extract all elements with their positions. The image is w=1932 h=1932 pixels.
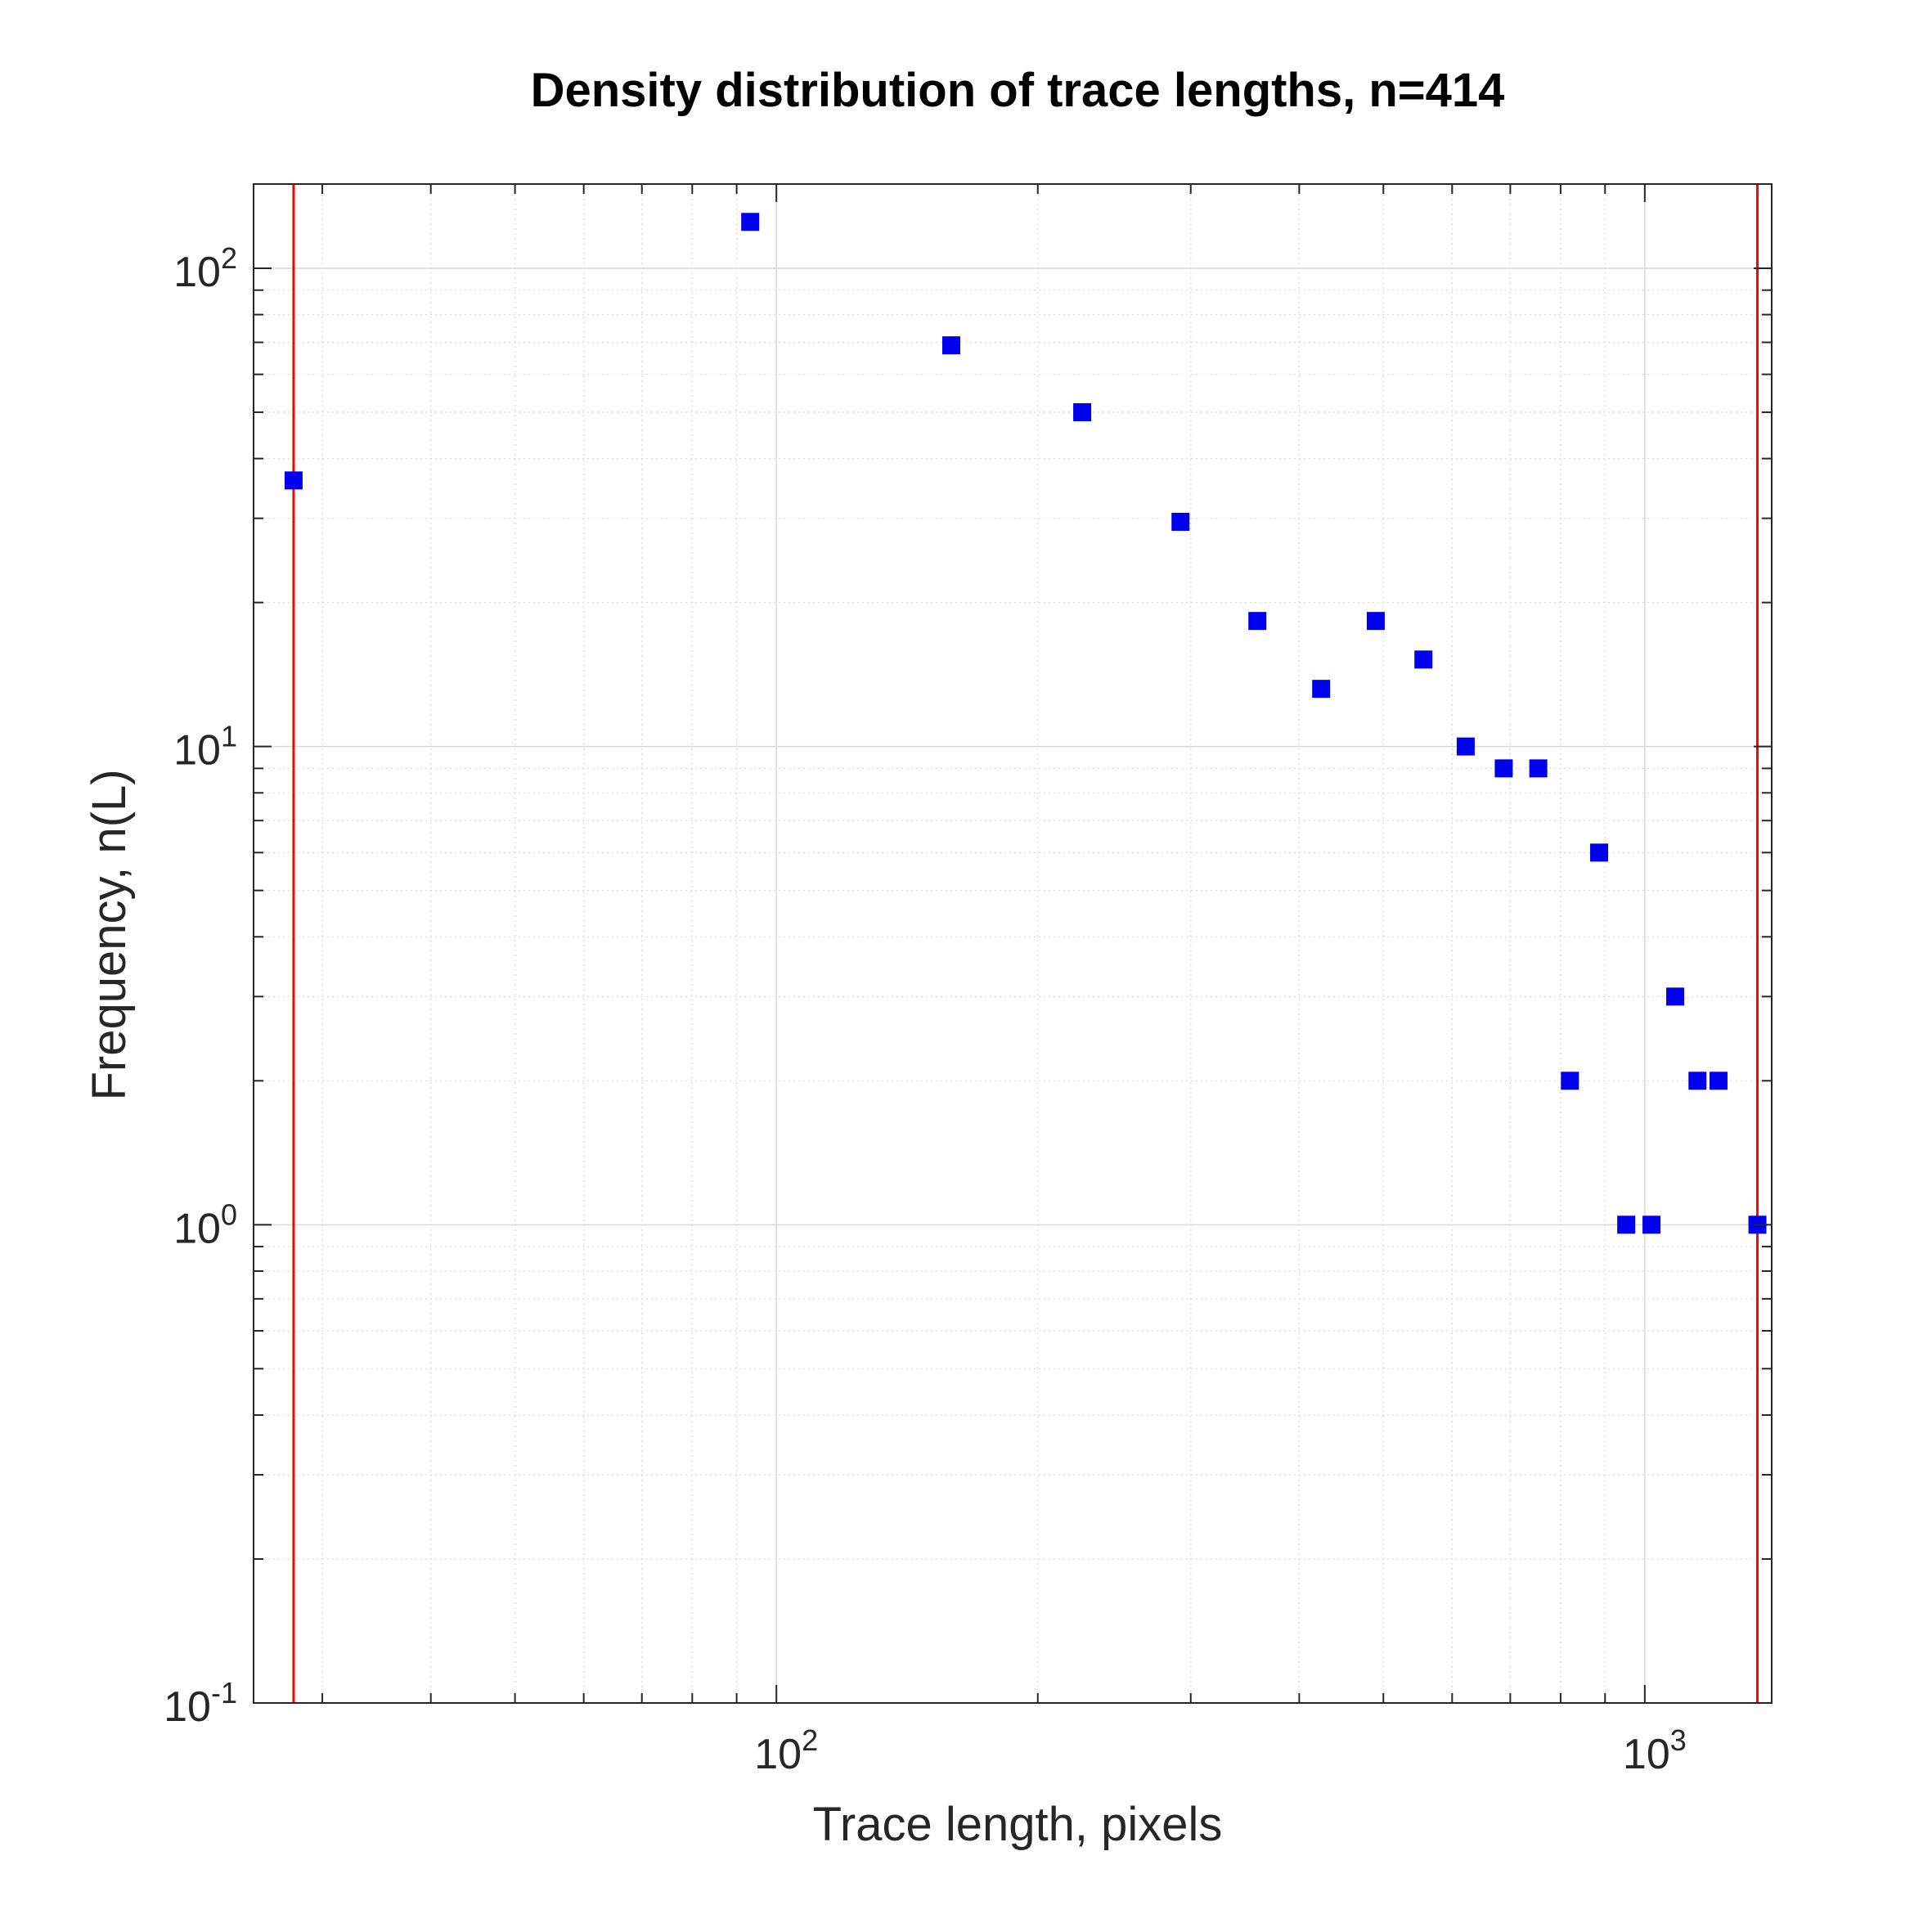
- data-point: [1561, 1072, 1579, 1090]
- x-axis-label: Trace length, pixels: [813, 1798, 1223, 1851]
- threshold-lines: [292, 184, 1759, 1703]
- data-point: [942, 336, 961, 355]
- data-point: [284, 471, 303, 490]
- data-point: [1617, 1215, 1636, 1234]
- data-point: [1171, 512, 1190, 531]
- data-point: [1494, 759, 1513, 778]
- y-axis-label: Frequency, n(L): [83, 769, 136, 1100]
- axis-ticks: [254, 184, 1772, 1704]
- data-point: [1366, 612, 1385, 631]
- plot-background: [254, 184, 1772, 1703]
- data-point: [1590, 843, 1609, 862]
- data-point: [1248, 612, 1267, 631]
- y-tick-label: 102: [173, 241, 237, 296]
- plot-frame: [253, 183, 1772, 1704]
- tick-labels: 102 103 10-1 100 101 102: [164, 241, 1687, 1778]
- data-point: [1529, 759, 1548, 778]
- data-point: [1688, 1072, 1707, 1090]
- data-point: [1666, 987, 1685, 1006]
- data-series: [284, 213, 1767, 1234]
- data-point: [1710, 1072, 1728, 1090]
- x-tick-label: 102: [754, 1723, 818, 1778]
- data-point: [1456, 737, 1475, 756]
- y-tick-label: 100: [173, 1197, 237, 1252]
- y-tick-label: 10-1: [164, 1676, 237, 1731]
- x-tick-label: 103: [1623, 1723, 1687, 1778]
- data-point: [1312, 680, 1331, 699]
- data-point: [1414, 650, 1433, 669]
- data-point: [1642, 1215, 1661, 1234]
- y-tick-label: 101: [173, 720, 237, 775]
- chart-title: Density distribution of trace lengths, n…: [531, 64, 1505, 117]
- data-point: [741, 213, 760, 231]
- data-point: [1073, 402, 1092, 421]
